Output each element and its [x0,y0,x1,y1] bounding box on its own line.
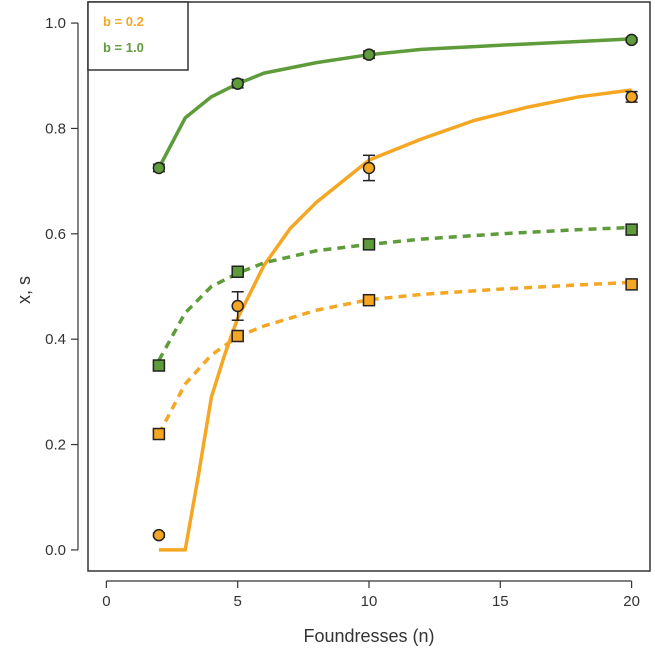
y-tick-label: 0.6 [45,226,66,243]
curves-layer [157,37,632,552]
data-point-x-b-0-2 [231,299,244,313]
data-point-x-b-1-0 [362,48,376,61]
data-point-x-b-1-0 [231,77,244,90]
y-tick-label: 1.0 [45,15,66,32]
y-axis-label: x, s [14,276,34,304]
legend-entry-b-1-0: b = 1.0 [103,40,144,55]
markers-layer [152,33,638,542]
x-axis: 0 5 10 15 20 [102,580,640,610]
data-point-s-b-0-2 [231,329,244,343]
series-line-s-b-0-2 [157,280,632,435]
x-tick-label: 0 [102,593,110,610]
x-tick-label: 15 [492,593,509,610]
data-point-x-b-0-2 [625,90,638,104]
y-axis: 0.0 0.2 0.4 0.6 0.8 1.0 [45,15,79,559]
data-point-x-b-1-0 [625,33,638,47]
data-point-x-b-0-2 [152,528,166,542]
data-point-s-b-1-0 [152,359,166,372]
data-point-s-b-1-0 [231,265,244,278]
y-tick-label: 0.0 [45,542,66,559]
data-point-s-b-0-2 [625,278,638,291]
data-point-x-b-1-0 [152,161,166,175]
data-point-s-b-1-0 [362,238,376,251]
x-tick-label: 10 [361,593,378,610]
legend: b = 0.2 b = 1.0 [87,1,189,71]
data-point-s-b-0-2 [152,427,166,441]
data-point-s-b-0-2 [362,293,376,307]
plot-frame [87,1,651,572]
data-point-s-b-1-0 [625,223,638,236]
y-tick-label: 0.2 [45,437,66,454]
series-line-x-b-0-2 [158,88,632,552]
y-tick-label: 0.4 [45,331,66,348]
x-tick-label: 5 [234,593,242,610]
error-bars-layer [152,37,638,539]
data-point-x-b-0-2 [362,161,376,175]
legend-entry-b-0-2: b = 0.2 [103,14,144,29]
series-line-s-b-1-0 [157,225,632,362]
x-tick-label: 20 [623,593,640,610]
series-line-x-b-1-0 [157,37,632,169]
legend-box [87,1,189,71]
y-tick-label: 0.8 [45,120,66,137]
x-axis-label: Foundresses (n) [303,626,434,646]
